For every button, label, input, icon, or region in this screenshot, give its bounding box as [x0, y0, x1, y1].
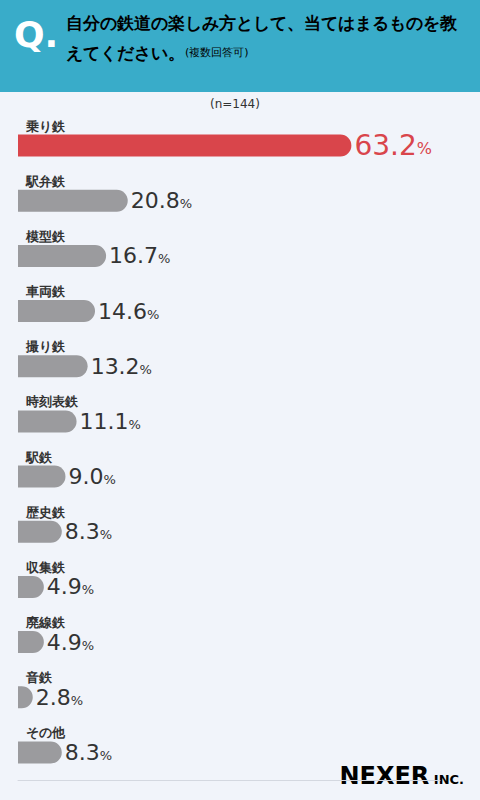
- svg-text:えてください。: えてください。: [66, 43, 185, 63]
- svg-text:16.7: 16.7: [109, 243, 158, 268]
- svg-text:11.1: 11.1: [80, 409, 129, 434]
- svg-text:%: %: [100, 748, 112, 763]
- svg-text:%: %: [140, 362, 152, 377]
- svg-text:20.8: 20.8: [131, 188, 180, 213]
- svg-text:模型鉄: 模型鉄: [25, 229, 66, 244]
- svg-text:その他: その他: [26, 725, 66, 740]
- svg-text:自分の鉄道の楽しみ方として、当てはまるものを教: 自分の鉄道の楽しみ方として、当てはまるものを教: [66, 13, 458, 33]
- svg-text:%: %: [82, 638, 94, 653]
- svg-text:13.2: 13.2: [91, 354, 140, 379]
- svg-text:駅鉄: 駅鉄: [25, 450, 53, 465]
- svg-text:車両鉄: 車両鉄: [25, 284, 66, 299]
- svg-text:8.3: 8.3: [65, 740, 100, 765]
- svg-text:%: %: [147, 307, 159, 322]
- svg-text:歴史鉄: 歴史鉄: [25, 505, 66, 520]
- svg-text:音鉄: 音鉄: [25, 670, 53, 685]
- svg-text:9.0: 9.0: [68, 464, 103, 489]
- svg-text:%: %: [417, 139, 432, 158]
- svg-text:NEXER: NEXER: [339, 762, 429, 790]
- svg-text:%: %: [129, 417, 141, 432]
- svg-text:%: %: [82, 582, 94, 597]
- svg-text:INC.: INC.: [429, 772, 464, 787]
- svg-text:(n=144): (n=144): [210, 97, 260, 111]
- svg-text:Q.: Q.: [14, 14, 58, 55]
- svg-text:8.3: 8.3: [65, 519, 100, 544]
- svg-text:%: %: [180, 196, 192, 211]
- svg-text:4.9: 4.9: [47, 630, 82, 655]
- svg-text:63.2: 63.2: [354, 129, 416, 162]
- svg-text:撮り鉄: 撮り鉄: [25, 339, 66, 354]
- svg-text:収集鉄: 収集鉄: [26, 560, 66, 575]
- svg-text:4.9: 4.9: [47, 574, 82, 599]
- svg-text:駅弁鉄: 駅弁鉄: [25, 174, 66, 189]
- svg-text:時刻表鉄: 時刻表鉄: [26, 394, 79, 409]
- svg-text:%: %: [71, 693, 83, 708]
- svg-text:%: %: [103, 472, 115, 487]
- svg-text:乗り鉄: 乗り鉄: [25, 119, 66, 134]
- svg-text:%: %: [100, 527, 112, 542]
- svg-text:廃線鉄: 廃線鉄: [25, 615, 66, 630]
- svg-text:2.8: 2.8: [36, 685, 71, 710]
- svg-text:%: %: [158, 251, 170, 266]
- svg-text:(複数回答可): (複数回答可): [185, 46, 249, 59]
- svg-text:14.6: 14.6: [98, 299, 147, 324]
